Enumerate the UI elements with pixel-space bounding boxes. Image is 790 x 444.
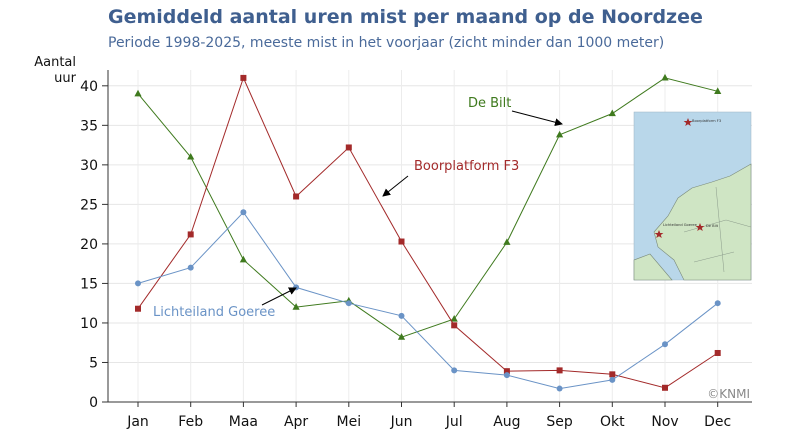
- data-point: [398, 312, 405, 319]
- y-tick-label: 35: [80, 118, 98, 134]
- map-label-goeree: Lichteiland Goeree: [663, 223, 698, 227]
- data-point: [714, 87, 722, 94]
- y-tick-label: 0: [89, 395, 98, 411]
- data-point: [556, 130, 564, 138]
- data-point: [608, 109, 616, 117]
- chart-title: Gemiddeld aantal uren mist per maand op …: [108, 6, 703, 28]
- data-point: [187, 264, 194, 271]
- data-point: [662, 384, 668, 391]
- data-point: [240, 209, 247, 216]
- data-point: [609, 371, 616, 378]
- series-lichteiland-goeree: [135, 209, 721, 392]
- data-point: [609, 376, 616, 383]
- x-tick-label: Jun: [390, 414, 413, 430]
- data-point: [135, 305, 141, 312]
- x-tick-label: Mei: [337, 414, 362, 430]
- annotation-arrow-lichteiland-goeree: [261, 287, 297, 306]
- data-point: [239, 255, 247, 263]
- data-point: [661, 73, 669, 81]
- y-tick-label: 30: [80, 158, 98, 174]
- annotation-lichteiland-goeree: Lichteiland Goeree: [153, 305, 275, 320]
- series-line-boorplatform-f3: [137, 76, 718, 389]
- y-tick-label: 15: [80, 276, 98, 292]
- data-point: [292, 303, 300, 310]
- data-point: [345, 300, 352, 307]
- x-tick-label: Nov: [651, 414, 678, 430]
- inset-map: Boorplatform F3 Lichteiland Goeree De Bilt: [633, 111, 752, 281]
- map-label-de-bilt: De Bilt: [706, 224, 719, 228]
- x-tick-label: Jan: [126, 414, 149, 430]
- y-axis-label-line1: Aantal: [34, 55, 76, 70]
- x-tick-label: Feb: [178, 414, 203, 430]
- y-tick-label: 5: [89, 355, 98, 371]
- data-point: [345, 144, 352, 151]
- x-tick-label: Sep: [546, 414, 573, 430]
- series-boorplatform-f3: [135, 74, 721, 391]
- data-point: [556, 385, 563, 392]
- data-point: [187, 152, 195, 160]
- data-point: [556, 367, 563, 374]
- x-tick-label: Apr: [284, 414, 308, 430]
- map-marker-de-bilt: [695, 223, 705, 231]
- series-de-bilt: [134, 73, 722, 340]
- data-point: [503, 238, 511, 245]
- x-tick-label: Maa: [229, 414, 258, 430]
- credit-text: ©KNMI: [707, 387, 750, 401]
- x-tick-label: Dec: [704, 414, 731, 430]
- data-point: [503, 368, 510, 375]
- data-point: [451, 367, 458, 374]
- series-layer: [134, 73, 722, 392]
- y-axis-label: Aantal uur: [30, 55, 76, 87]
- map-marker-f3: [683, 118, 693, 126]
- y-tick-label: 10: [80, 316, 98, 332]
- annotations: De Bilt Boorplatform F3 Lichteiland Goeree…: [153, 96, 750, 401]
- annotation-arrow-de-bilt: [511, 110, 563, 127]
- data-point: [714, 349, 721, 356]
- x-tick-label: Aug: [493, 414, 520, 430]
- annotation-de-bilt: De Bilt: [468, 96, 511, 111]
- data-point: [187, 231, 194, 238]
- map-marker-goeree: [654, 230, 664, 238]
- data-point: [450, 315, 458, 322]
- data-point: [398, 238, 405, 245]
- data-point: [503, 372, 510, 379]
- y-axis-label-line2: uur: [54, 71, 76, 86]
- data-point: [451, 322, 458, 329]
- axes: 0 5 10 15 20 25 30 35 40 Jan Feb Maa Apr Mei Jun Jul Aug…: [80, 70, 752, 430]
- data-point: [240, 74, 247, 81]
- annotation-arrow-boorplatform-f3: [382, 175, 409, 197]
- data-point: [293, 193, 300, 200]
- data-point: [662, 341, 668, 348]
- data-point: [397, 333, 406, 340]
- data-point: [135, 280, 141, 287]
- map-label-f3: Boorplatform F3: [692, 119, 721, 123]
- y-tick-label: 25: [80, 197, 98, 213]
- chart-subtitle: Periode 1998-2025, meeste mist in het vo…: [108, 35, 665, 51]
- y-tick-label: 20: [80, 237, 98, 253]
- map-borders: [683, 186, 752, 273]
- x-tick-label: Okt: [600, 414, 625, 430]
- annotation-boorplatform-f3: Boorplatform F3: [414, 159, 519, 174]
- x-tick-label: Jul: [445, 414, 463, 430]
- map-land: [653, 163, 752, 281]
- data-point: [134, 89, 142, 97]
- data-point: [714, 300, 721, 307]
- series-line-de-bilt: [137, 77, 718, 338]
- y-tick-label: 40: [80, 79, 98, 95]
- series-line-lichteiland-goeree: [137, 211, 719, 390]
- map-land-south: [633, 253, 673, 281]
